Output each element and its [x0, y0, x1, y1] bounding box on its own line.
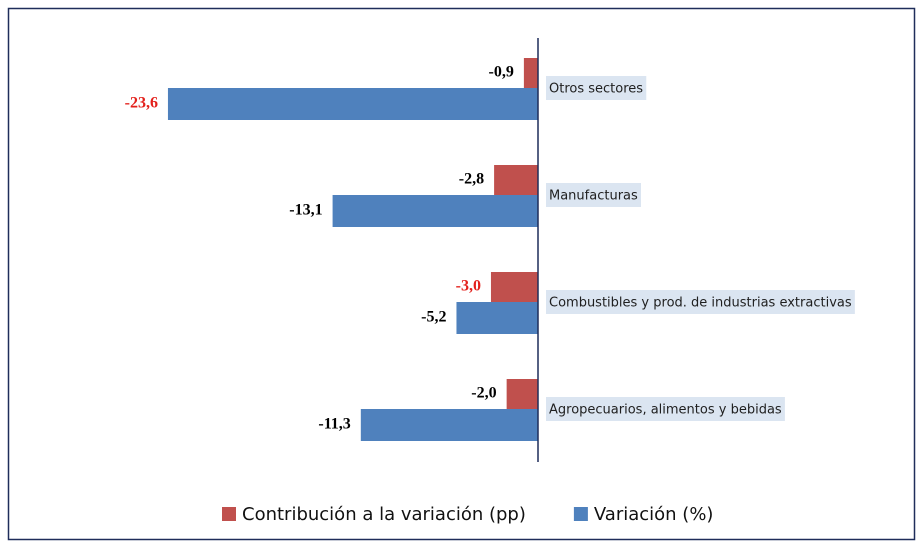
category-label-group: Manufacturas [546, 183, 641, 207]
bar [167, 88, 538, 120]
category-label-bg [546, 290, 855, 314]
data-label: -0,9 [489, 64, 514, 81]
category-label: Manufacturas [549, 189, 638, 204]
category-label-bg [546, 76, 647, 100]
bar [456, 302, 538, 334]
bar [506, 379, 538, 409]
data-label: -2,8 [459, 171, 484, 188]
data-label: -3,0 [456, 278, 481, 295]
data-label: -23,6 [125, 95, 158, 112]
data-label: -11,3 [318, 416, 350, 433]
category-label-group: Combustibles y prod. de industrias extra… [546, 290, 855, 314]
legend-swatch [573, 507, 588, 521]
bar [523, 58, 538, 88]
data-label: -2,0 [471, 385, 496, 402]
legend-label: Variación (%) [594, 504, 714, 525]
data-label: -13,1 [289, 202, 322, 219]
category-label: Agropecuarios, alimentos y bebidas [549, 403, 782, 418]
category-label: Otros sectores [549, 82, 643, 97]
category-label: Combustibles y prod. de industrias extra… [549, 296, 852, 311]
bar [332, 195, 538, 227]
legend-swatch [222, 507, 236, 521]
data-label: -5,2 [421, 309, 446, 326]
category-label-group: Agropecuarios, alimentos y bebidas [546, 397, 785, 421]
category-label-bg [546, 183, 641, 207]
legend-label: Contribución a la variación (pp) [242, 504, 526, 525]
bar [490, 272, 538, 302]
category-label-group: Otros sectores [546, 76, 647, 100]
bar [360, 409, 538, 441]
bar [494, 165, 538, 195]
category-label-bg [546, 397, 785, 421]
